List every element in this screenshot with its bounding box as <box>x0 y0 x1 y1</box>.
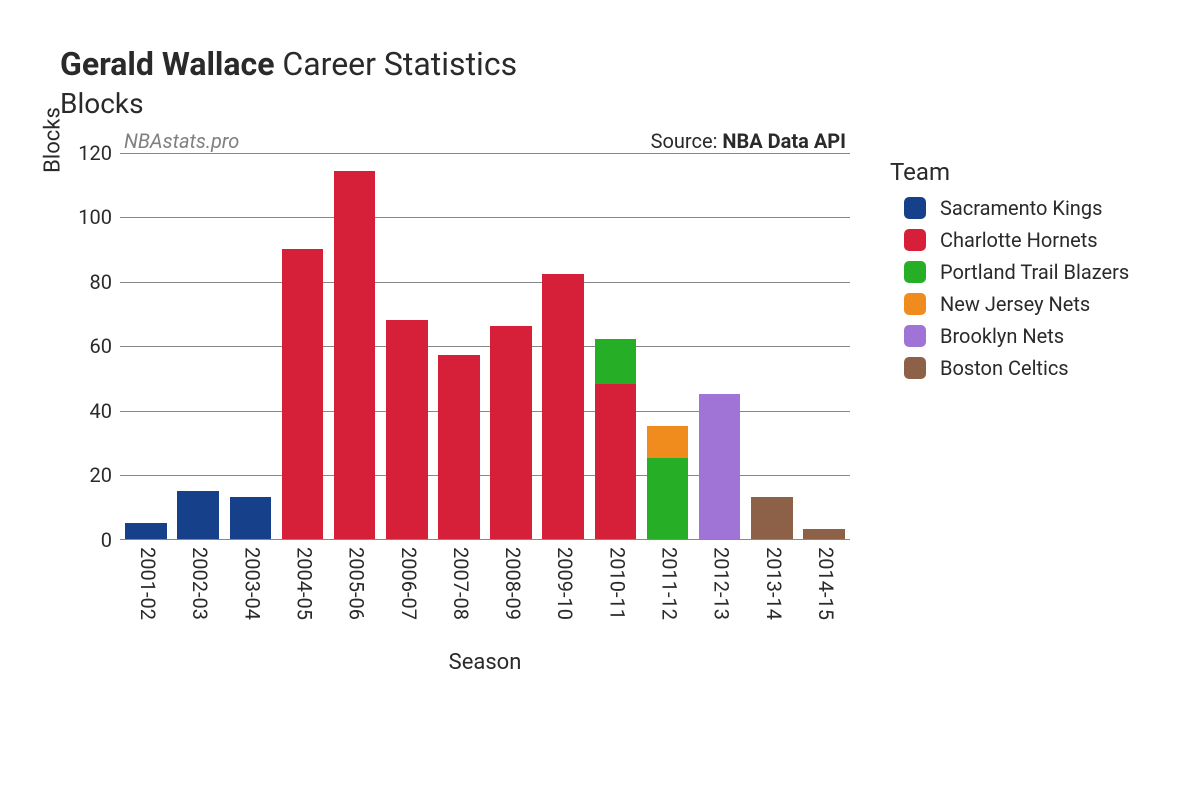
x-tick-label: 2002-03 <box>188 547 212 620</box>
bar <box>751 497 793 539</box>
y-tick-label: 0 <box>101 528 112 552</box>
plot-area: NBAstats.pro Source: NBA Data API 020406… <box>120 140 850 540</box>
bar <box>334 171 376 539</box>
y-tick-label: 100 <box>78 205 112 229</box>
gridline <box>120 411 850 412</box>
x-tick-label: 2014-15 <box>814 547 838 620</box>
bar-segment <box>125 523 167 539</box>
legend-label: Brooklyn Nets <box>940 324 1064 348</box>
legend-label: Boston Celtics <box>940 356 1069 380</box>
y-tick-label: 20 <box>90 463 112 487</box>
bar-segment <box>595 384 637 539</box>
x-tick-label: 2012-13 <box>710 547 734 620</box>
bar-segment <box>542 274 584 539</box>
legend: Team Sacramento Kings Charlotte Hornets Po… <box>890 158 1129 388</box>
source-text: Source: NBA Data API <box>651 129 846 153</box>
x-tick-label: 2005-06 <box>345 547 369 620</box>
legend-swatch <box>904 197 926 219</box>
bar-segment <box>386 320 428 539</box>
bar-segment <box>334 171 376 539</box>
bar-segment <box>647 458 689 539</box>
player-name: Gerald Wallace <box>60 45 274 83</box>
bar <box>699 394 741 539</box>
legend-label: Sacramento Kings <box>940 196 1102 220</box>
legend-item: Charlotte Hornets <box>890 228 1129 252</box>
bar <box>282 249 324 539</box>
bar <box>595 339 637 539</box>
bar-segment <box>751 497 793 539</box>
y-tick-label: 40 <box>90 399 112 423</box>
legend-swatch <box>904 261 926 283</box>
chart-title: Gerald Wallace Career Statistics <box>60 45 1160 83</box>
y-tick-label: 120 <box>78 141 112 165</box>
x-tick-label: 2007-08 <box>449 547 473 620</box>
bar <box>177 491 219 539</box>
chart-subtitle: Blocks <box>60 87 1160 120</box>
gridline <box>120 153 850 154</box>
y-tick-label: 60 <box>90 334 112 358</box>
bar-segment <box>282 249 324 539</box>
legend-swatch <box>904 229 926 251</box>
bar <box>438 355 480 539</box>
bar-segment <box>438 355 480 539</box>
bar-segment <box>177 491 219 539</box>
x-tick-label: 2010-11 <box>605 547 629 620</box>
x-tick-label: 2013-14 <box>762 547 786 620</box>
gridline <box>120 282 850 283</box>
bar <box>647 426 689 539</box>
legend-swatch <box>904 325 926 347</box>
watermark-text: NBAstats.pro <box>124 129 239 153</box>
x-axis-label: Season <box>120 650 850 675</box>
x-tick-label: 2008-09 <box>501 547 525 620</box>
legend-item: Sacramento Kings <box>890 196 1129 220</box>
legend-label: New Jersey Nets <box>940 292 1090 316</box>
bar-segment <box>699 394 741 539</box>
legend-item: New Jersey Nets <box>890 292 1129 316</box>
y-tick-label: 80 <box>90 270 112 294</box>
bar-segment <box>595 339 637 384</box>
legend-title: Team <box>890 158 1129 186</box>
bar <box>490 326 532 539</box>
x-tick-label: 2006-07 <box>397 547 421 620</box>
legend-swatch <box>904 357 926 379</box>
bar-segment <box>230 497 272 539</box>
x-tick-label: 2003-04 <box>240 547 264 620</box>
x-tick-label: 2004-05 <box>293 547 317 620</box>
gridline <box>120 217 850 218</box>
legend-item: Boston Celtics <box>890 356 1129 380</box>
bar-segment <box>803 529 845 539</box>
x-tick-label: 2001-02 <box>136 547 160 620</box>
bar <box>230 497 272 539</box>
bar <box>803 529 845 539</box>
bar <box>125 523 167 539</box>
title-suffix: Career Statistics <box>282 45 517 83</box>
legend-item: Brooklyn Nets <box>890 324 1129 348</box>
legend-swatch <box>904 293 926 315</box>
bar <box>542 274 584 539</box>
source-prefix: Source: <box>651 129 723 153</box>
plot: NBAstats.pro Source: NBA Data API 020406… <box>120 140 850 540</box>
bar-segment <box>490 326 532 539</box>
legend-label: Charlotte Hornets <box>940 228 1098 252</box>
x-tick-label: 2011-12 <box>658 547 682 620</box>
y-axis-label: Blocks <box>40 107 65 173</box>
gridline <box>120 475 850 476</box>
bar <box>386 320 428 539</box>
x-tick-label: 2009-10 <box>553 547 577 620</box>
gridline <box>120 346 850 347</box>
bar-segment <box>647 426 689 458</box>
legend-label: Portland Trail Blazers <box>940 260 1129 284</box>
legend-item: Portland Trail Blazers <box>890 260 1129 284</box>
source-name: NBA Data API <box>722 129 846 153</box>
